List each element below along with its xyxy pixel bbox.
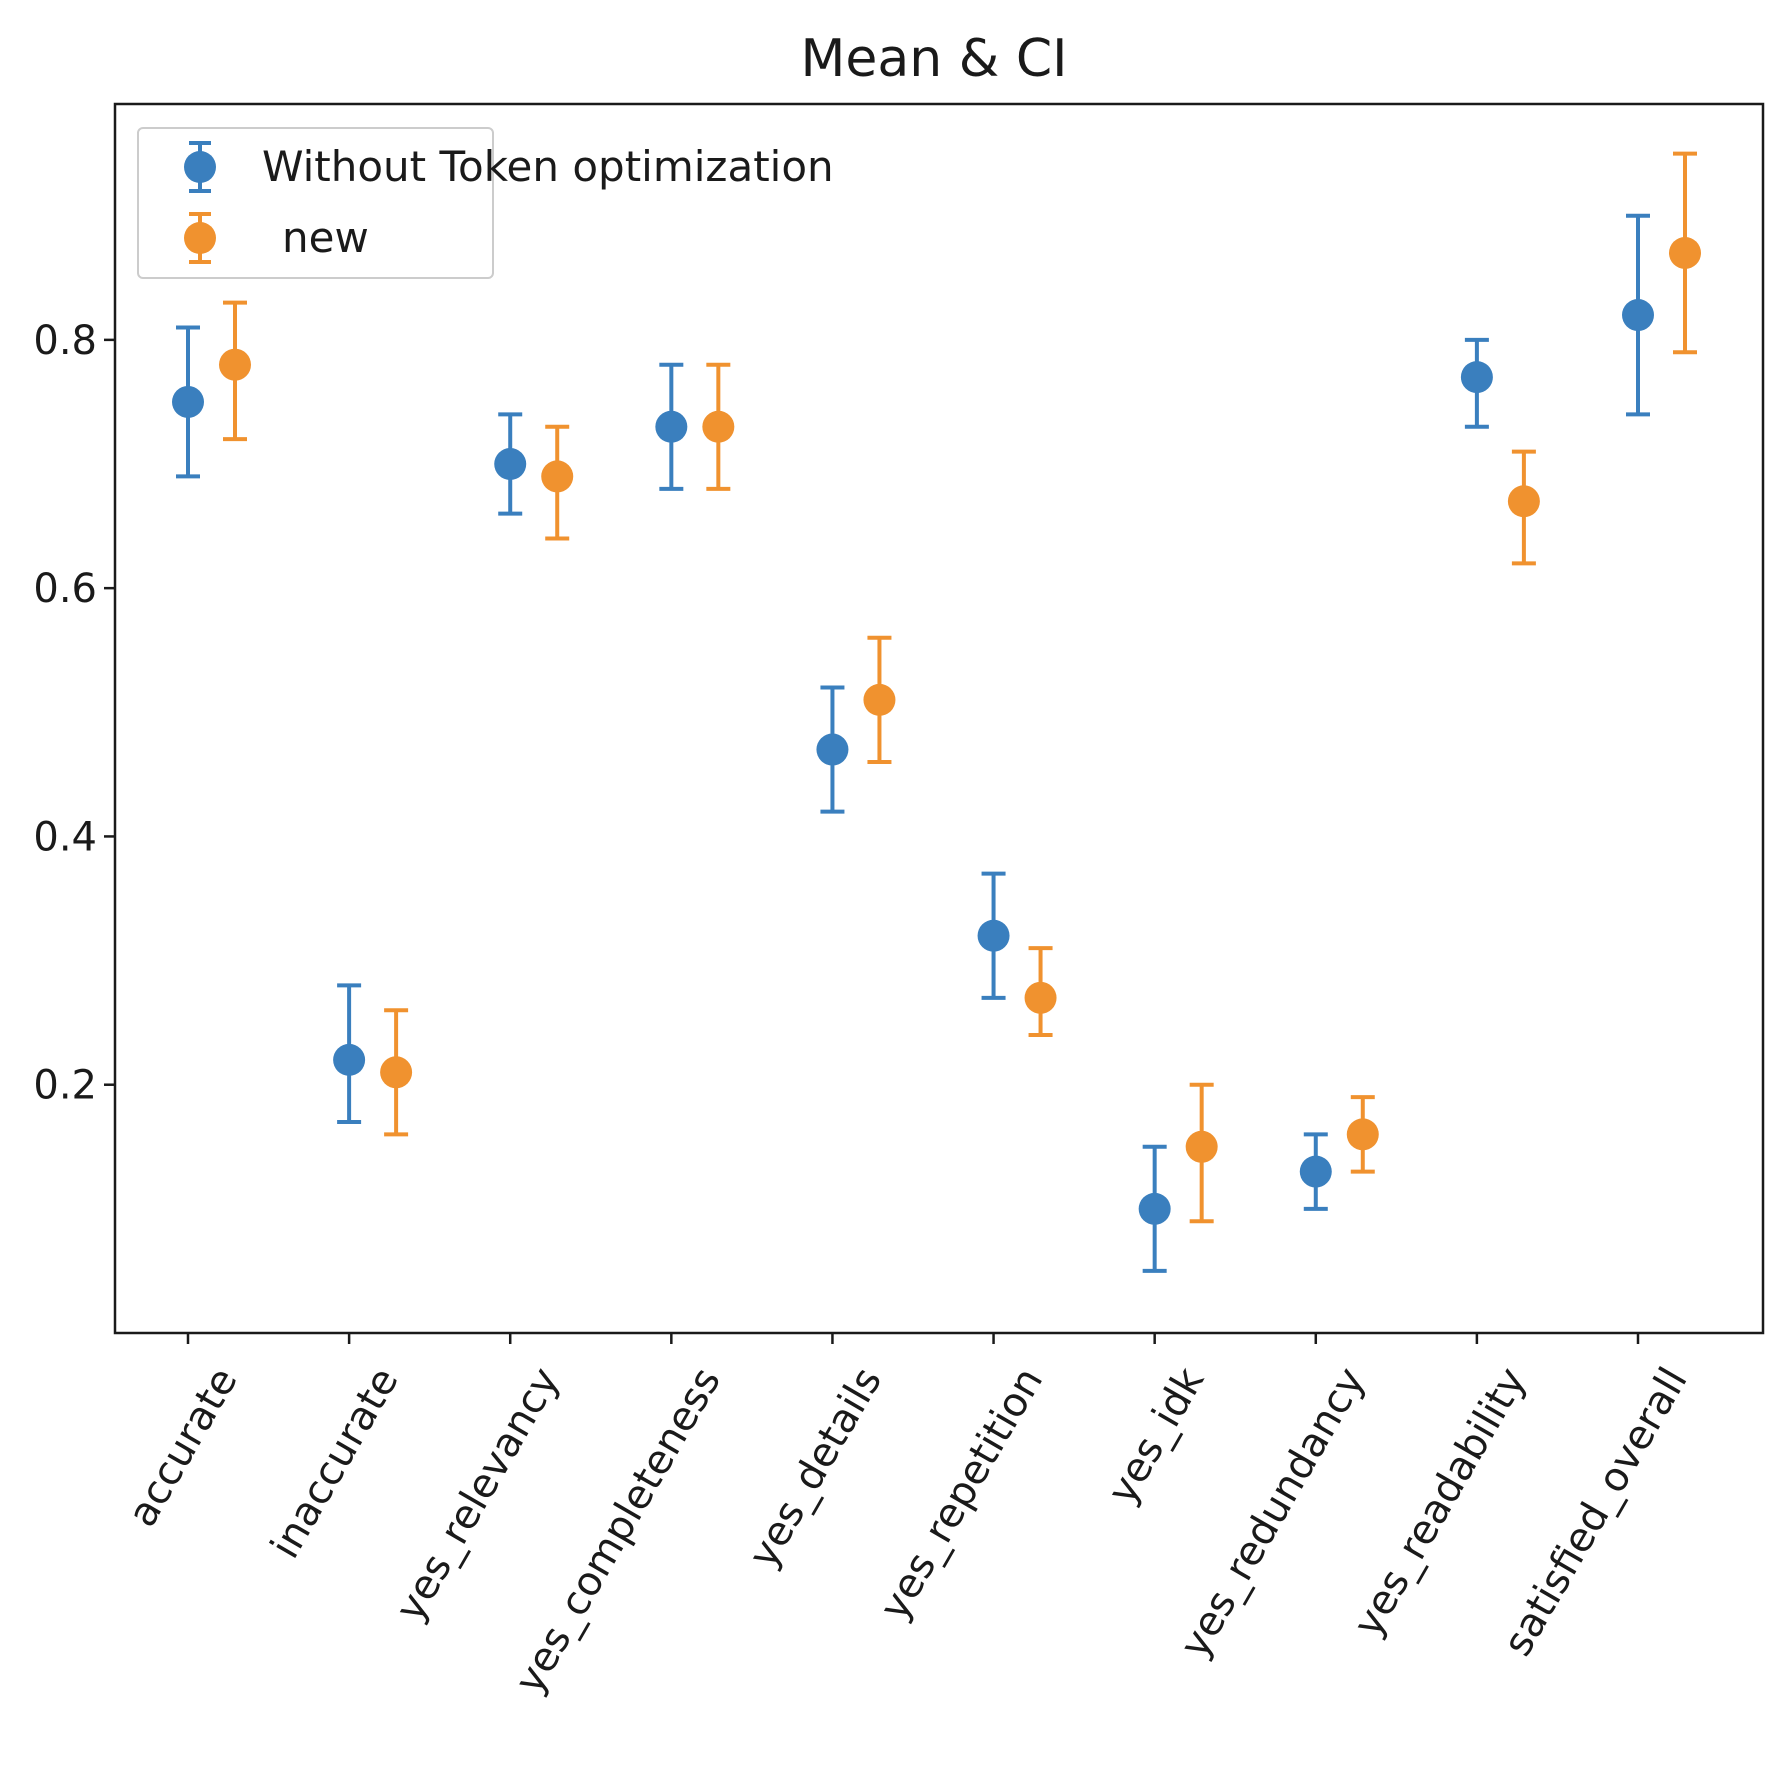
data-point bbox=[172, 385, 204, 418]
data-point bbox=[1669, 236, 1701, 269]
series-1 bbox=[219, 151, 1701, 1224]
x-axis: accurate inaccurateyes_relevancyyes_compl… bbox=[119, 1333, 1697, 1701]
series-0 bbox=[172, 213, 1654, 1273]
x-tick-label: yes_relevancy bbox=[387, 1360, 569, 1629]
x-tick-label: yes_details bbox=[740, 1360, 891, 1576]
data-point bbox=[541, 460, 574, 493]
data-point bbox=[702, 410, 735, 443]
x-tick-label: yes_readability bbox=[1345, 1360, 1536, 1644]
data-point bbox=[1299, 1155, 1332, 1188]
data-point bbox=[655, 410, 688, 443]
legend-label: Without Token optimization bbox=[262, 142, 834, 191]
legend-label: new bbox=[282, 213, 369, 262]
legend-marker bbox=[184, 151, 216, 183]
x-tick-label: accurate bbox=[119, 1360, 246, 1535]
x-tick-label: satisfied_overall bbox=[1495, 1360, 1697, 1664]
data-point bbox=[1024, 981, 1057, 1014]
legend-box bbox=[137, 127, 494, 279]
y-tick-label: 0.6 bbox=[33, 566, 97, 612]
y-tick-label: 0.4 bbox=[33, 814, 97, 860]
x-tick-label: inaccurate bbox=[262, 1360, 408, 1566]
data-point bbox=[333, 1043, 366, 1076]
x-tick-label: yes_redundancy bbox=[1171, 1360, 1374, 1666]
series-layer bbox=[172, 151, 1701, 1273]
data-point bbox=[816, 733, 849, 766]
legend: Without Token optimization new bbox=[137, 127, 834, 279]
data-point bbox=[1622, 299, 1654, 332]
data-point bbox=[219, 348, 251, 381]
y-axis: 0.2 0.4 0.6 0.8 bbox=[33, 318, 115, 1109]
y-tick-label: 0.2 bbox=[33, 1063, 97, 1109]
legend-marker bbox=[184, 222, 216, 254]
data-point bbox=[380, 1056, 413, 1089]
x-tick-label: yes_repetition bbox=[871, 1360, 1052, 1628]
data-point bbox=[1185, 1130, 1218, 1163]
data-point bbox=[863, 683, 896, 716]
data-point bbox=[977, 919, 1010, 952]
data-point bbox=[1460, 361, 1493, 394]
data-point bbox=[494, 448, 527, 481]
x-tick-label: yes_idk bbox=[1099, 1359, 1214, 1512]
data-point bbox=[1346, 1118, 1379, 1151]
chart-title: Mean & CI bbox=[801, 29, 1068, 89]
data-point bbox=[1507, 485, 1540, 518]
plot-area-frame bbox=[113, 102, 1765, 1335]
data-point bbox=[1138, 1192, 1171, 1225]
y-tick-label: 0.8 bbox=[33, 318, 97, 364]
